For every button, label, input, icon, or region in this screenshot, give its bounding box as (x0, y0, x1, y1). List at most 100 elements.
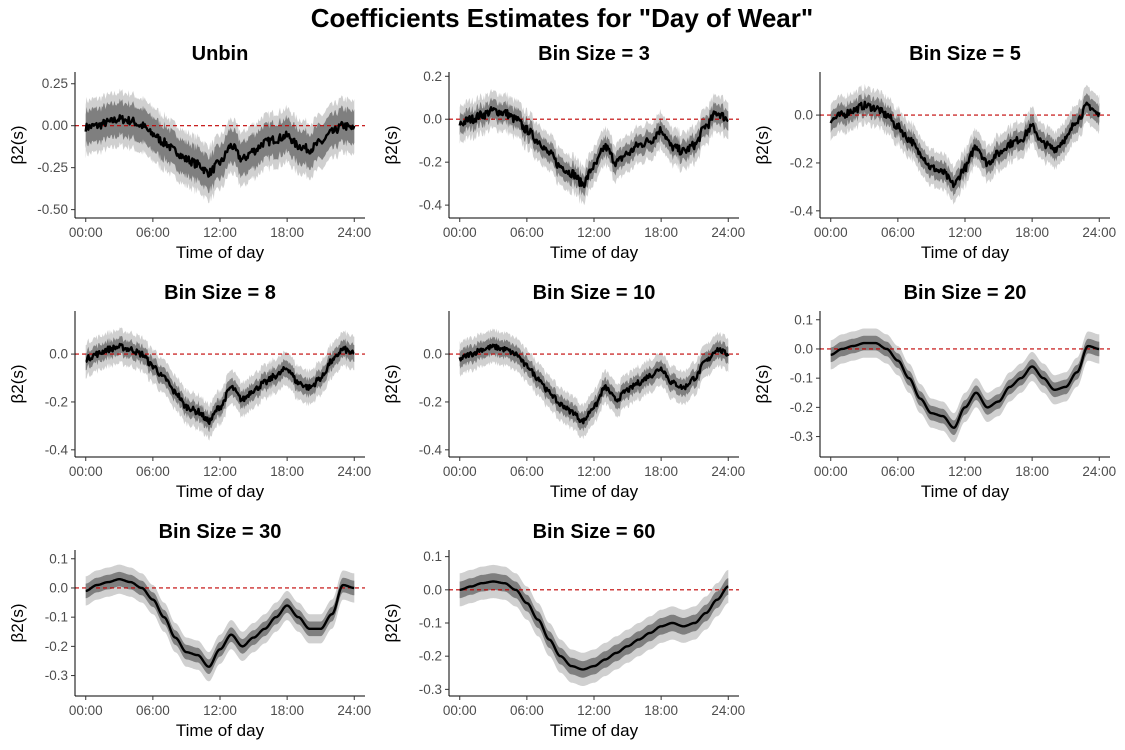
panel-1: Unbin -0.50 -0.25 0.00 0.25 00:00 06:00 12:00 18… (8, 43, 371, 262)
x-tick-label: 18:00 (644, 464, 678, 479)
estimate-line (829, 100, 1101, 189)
y-axis-title: β2(s) (382, 125, 401, 164)
panels: Unbin -0.50 -0.25 0.00 0.25 00:00 06:00 12:00 18… (8, 43, 1116, 740)
x-tick-label: 06:00 (136, 225, 170, 240)
x-tick-label: 18:00 (1015, 464, 1049, 479)
y-tick-label: 0.0 (423, 347, 442, 362)
y-tick-label: -0.1 (45, 610, 68, 625)
y-tick-label: -0.3 (419, 682, 442, 697)
x-axis-title: Time of day (176, 482, 265, 501)
x-tick-label: 12:00 (948, 225, 982, 240)
y-tick-label: -0.25 (37, 160, 68, 175)
x-axis-title: Time of day (176, 721, 265, 740)
y-tick-label: -0.2 (45, 639, 68, 654)
outer-ci-band (85, 88, 355, 204)
x-tick-label: 00:00 (443, 464, 477, 479)
y-tick-label: 0.0 (423, 582, 442, 597)
x-tick-label: 00:00 (814, 464, 848, 479)
inner-ci-band (830, 92, 1100, 197)
y-tick-label: 0.0 (794, 108, 813, 123)
panel-title: Bin Size = 60 (533, 521, 656, 543)
x-tick-label: 06:00 (136, 703, 170, 718)
x-tick-label: 06:00 (136, 464, 170, 479)
panel-title: Bin Size = 20 (904, 282, 1027, 304)
y-tick-label: -0.1 (419, 616, 442, 631)
y-tick-label: 0.1 (423, 549, 442, 564)
x-tick-label: 12:00 (577, 703, 611, 718)
y-tick-label: -0.50 (37, 202, 68, 217)
x-tick-label: 06:00 (510, 225, 544, 240)
y-tick-label: 0.1 (794, 312, 813, 327)
inner-ci-band (459, 573, 729, 678)
x-tick-label: 12:00 (203, 464, 237, 479)
inner-ci-band (85, 571, 355, 674)
estimate-line (85, 342, 355, 426)
y-tick-label: -0.2 (790, 400, 813, 415)
inner-ci-band (459, 97, 729, 197)
y-tick-label: 0.25 (42, 76, 68, 91)
x-tick-label: 18:00 (270, 703, 304, 718)
y-axis-title: β2(s) (753, 125, 772, 164)
outer-ci-band (830, 83, 1100, 205)
y-tick-label: -0.3 (790, 429, 813, 444)
panel-8: Bin Size = 60 -0.3 -0.2 -0.1 0.0 0.1 00:00 06:0… (382, 521, 745, 740)
x-tick-label: 00:00 (69, 225, 103, 240)
panel-title: Bin Size = 5 (909, 43, 1021, 65)
x-tick-label: 06:00 (510, 464, 544, 479)
y-tick-label: 0.0 (49, 347, 68, 362)
y-tick-label: 0.2 (423, 69, 442, 84)
x-tick-label: 24:00 (337, 464, 371, 479)
x-tick-label: 18:00 (270, 225, 304, 240)
y-axis-title: β2(s) (382, 603, 401, 642)
inner-ci-band (459, 336, 729, 432)
estimate-line (459, 580, 729, 671)
x-axis-title: Time of day (550, 243, 639, 262)
x-tick-label: 24:00 (1082, 225, 1116, 240)
panel-title: Bin Size = 10 (533, 282, 656, 304)
y-tick-label: -0.2 (419, 394, 442, 409)
y-tick-label: 0.1 (49, 551, 68, 566)
x-axis-title: Time of day (550, 482, 639, 501)
x-tick-label: 12:00 (203, 703, 237, 718)
panel-7: Bin Size = 30 -0.3 -0.2 -0.1 0.0 0.1 00:00 06:0… (8, 521, 371, 740)
x-tick-label: 12:00 (577, 464, 611, 479)
panel-6: Bin Size = 20 -0.3 -0.2 -0.1 0.0 0.1 00:00 06:0… (753, 282, 1116, 501)
y-tick-label: -0.2 (419, 649, 442, 664)
x-tick-label: 24:00 (711, 464, 745, 479)
y-tick-label: 0.0 (423, 112, 442, 127)
x-tick-label: 06:00 (881, 225, 915, 240)
y-tick-label: 0.00 (42, 118, 68, 133)
x-tick-label: 18:00 (644, 703, 678, 718)
x-tick-label: 06:00 (881, 464, 915, 479)
x-tick-label: 18:00 (644, 225, 678, 240)
x-axis-title: Time of day (176, 243, 265, 262)
estimate-line (830, 341, 1100, 429)
x-tick-label: 12:00 (577, 225, 611, 240)
figure-title: Coefficients Estimates for "Day of Wear" (311, 3, 813, 33)
x-tick-label: 06:00 (510, 703, 544, 718)
estimate-line (458, 106, 729, 189)
x-tick-label: 24:00 (711, 703, 745, 718)
y-tick-label: 0.0 (794, 341, 813, 356)
x-axis-title: Time of day (921, 482, 1010, 501)
x-tick-label: 12:00 (948, 464, 982, 479)
x-tick-label: 00:00 (814, 225, 848, 240)
x-tick-label: 00:00 (443, 225, 477, 240)
y-tick-label: -0.4 (419, 198, 443, 213)
estimate-line (84, 114, 356, 178)
outer-ci-band (85, 327, 355, 441)
x-tick-label: 12:00 (203, 225, 237, 240)
y-tick-label: 0.0 (49, 580, 68, 595)
panel-title: Bin Size = 30 (159, 521, 282, 543)
y-axis-title: β2(s) (382, 364, 401, 403)
panel-2: Bin Size = 3 -0.4 -0.2 0.0 0.2 00:00 06:00 12:0… (382, 43, 745, 262)
y-axis-title: β2(s) (8, 125, 27, 164)
panel-title: Bin Size = 8 (164, 282, 276, 304)
y-axis-title: β2(s) (8, 364, 27, 403)
estimate-line (85, 578, 355, 668)
panel-title: Bin Size = 3 (538, 43, 650, 65)
x-tick-label: 24:00 (711, 225, 745, 240)
y-tick-label: -0.4 (419, 442, 443, 457)
x-axis-title: Time of day (921, 243, 1010, 262)
